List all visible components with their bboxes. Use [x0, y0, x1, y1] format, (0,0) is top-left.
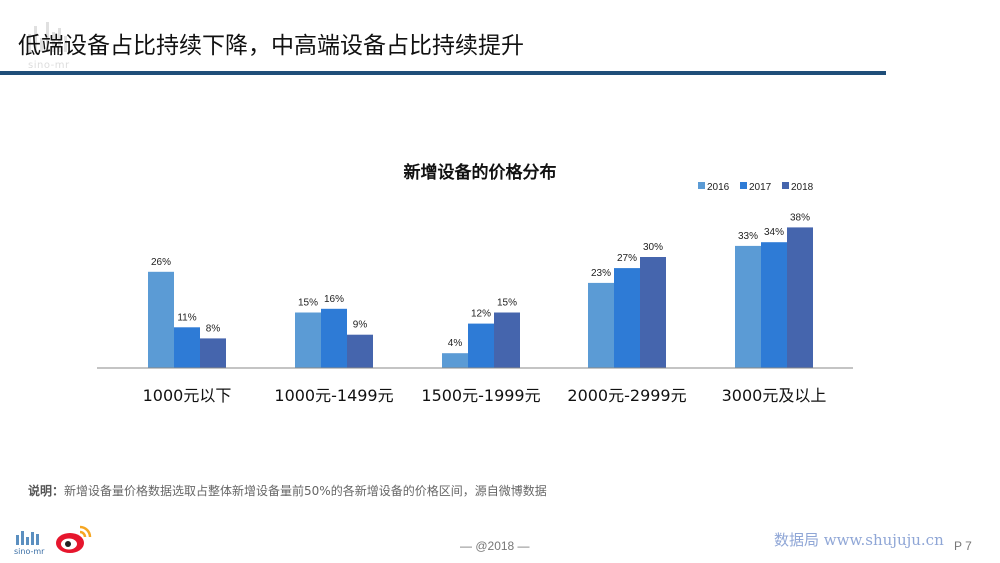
legend-label-2016: 2016 — [707, 182, 730, 193]
data-label-2016-1: 15% — [298, 298, 318, 309]
data-label-2018-2: 15% — [497, 298, 517, 309]
bar-2017-2 — [468, 323, 494, 368]
note-label: 说明： — [28, 484, 65, 498]
page-number: P 7 — [954, 539, 972, 553]
category-label-4: 3000元及以上 — [722, 386, 827, 405]
category-label-0: 1000元以下 — [143, 386, 232, 405]
data-label-2017-4: 34% — [764, 227, 784, 238]
site-watermark: 数据局 www.shujuju.cn — [774, 531, 944, 549]
data-label-2018-1: 9% — [353, 320, 368, 331]
data-label-2017-0: 11% — [177, 312, 196, 323]
footer-logos: sino-mr — [14, 521, 98, 557]
data-label-2016-3: 23% — [591, 268, 611, 279]
data-label-2018-4: 38% — [790, 212, 810, 223]
logo-text: sino-mr — [28, 60, 70, 71]
sino-mr-logo: sino-mr — [14, 521, 48, 557]
footer-logo-text: sino-mr — [14, 547, 45, 556]
footer-copyright: — @2018 — — [460, 539, 530, 553]
legend-swatch-2016 — [698, 182, 705, 189]
data-label-2016-4: 33% — [738, 231, 758, 242]
sino-mr-logo-watermark: sino-mr — [22, 10, 92, 72]
category-label-3: 2000元-2999元 — [567, 386, 686, 405]
x-axis-tick-labels: 1000元以下 1000元-1499元 1500元-1999元 2000元-2999元… — [143, 386, 827, 405]
weibo-icon — [56, 525, 92, 553]
data-label-2017-1: 16% — [324, 294, 344, 305]
title-divider — [0, 71, 886, 75]
chart-data-labels: 26% 11% 8% 15% 16% 9% 4% 12% 15% 23% 27% 30% 33% 34% 3… — [151, 212, 810, 349]
legend-swatch-2018 — [782, 182, 789, 189]
legend-label-2017: 2017 — [749, 182, 772, 193]
bar-2016-2 — [442, 353, 468, 368]
bar-2017-4 — [761, 242, 787, 368]
bar-2016-1 — [295, 312, 321, 368]
note-text: 新增设备量价格数据选取占整体新增设备量前50%的各新增设备的价格区间，源自微博数… — [64, 484, 547, 498]
bar-2018-3 — [640, 257, 666, 368]
data-label-2017-2: 12% — [471, 309, 491, 320]
data-label-2016-0: 26% — [151, 257, 171, 268]
bar-2016-4 — [735, 245, 761, 368]
legend-swatch-2017 — [740, 182, 747, 189]
data-label-2016-2: 4% — [448, 338, 463, 349]
bar-2018-2 — [494, 312, 520, 368]
bar-2018-1 — [347, 334, 373, 368]
bar-2016-0 — [148, 271, 174, 368]
legend-label-2018: 2018 — [791, 182, 814, 193]
bar-2018-4 — [787, 227, 813, 368]
page-title: 低端设备占比持续下降，中高端设备占比持续提升 — [18, 33, 524, 59]
chart-note: 说明：新增设备量价格数据选取占整体新增设备量前50%的各新增设备的价格区间，源自… — [28, 482, 547, 499]
bar-2016-3 — [588, 282, 614, 368]
chart-bars — [148, 227, 813, 368]
data-label-2018-3: 30% — [643, 242, 663, 253]
category-label-2: 1500元-1999元 — [421, 386, 540, 405]
bar-2018-0 — [200, 338, 226, 368]
data-label-2018-0: 8% — [206, 323, 221, 334]
category-label-1: 1000元-1499元 — [274, 386, 393, 405]
bar-2017-3 — [614, 268, 640, 368]
bar-2017-1 — [321, 308, 347, 368]
data-label-2017-3: 27% — [617, 253, 637, 264]
chart-legend: 2016 2017 2018 — [698, 182, 814, 193]
bar-2017-0 — [174, 327, 200, 368]
chart-title: 新增设备的价格分布 — [404, 162, 557, 183]
